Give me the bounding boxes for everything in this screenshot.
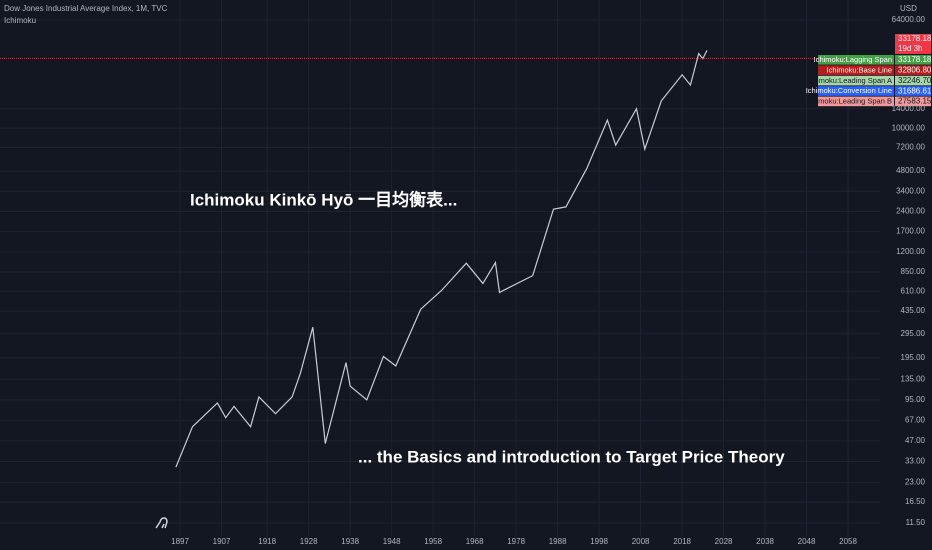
x-tick-label: 1918 [258,537,276,546]
y-tick-label: 2400.00 [896,207,925,216]
plot [0,50,880,468]
tag-value-box [895,96,931,107]
tag-name-box [818,55,894,65]
y-tick-label: 610.00 [901,287,926,296]
tag-value: 32806.80 [898,66,932,75]
y-tick-label: 95.00 [905,395,926,404]
tag-name: Ichimoku:Leading Span A [807,76,892,85]
y-tick-label: 47.00 [905,436,926,445]
y-tick-label: 7200.00 [896,143,925,152]
tag-name: Ichimoku:Leading Span B [807,97,892,106]
x-tick-label: 1968 [466,537,484,546]
tag-name-box [818,75,894,86]
x-tick-label: 2008 [632,537,650,546]
x-tick-label: 2018 [673,537,691,546]
y-tick-label: 64000.00 [892,15,926,24]
y-tick-label: 295.00 [901,329,926,338]
tag-value-box [895,75,931,86]
y-tick-label: 14000.00 [892,104,926,113]
y-tick-label: 11.50 [906,518,926,527]
y-tick-label: 10000.00 [892,123,926,132]
tag-name-box [818,86,894,96]
tag-name-box [818,96,894,107]
tag-name: Ichimoku:Lagging Span [814,55,892,64]
tag-value-box [895,65,931,75]
x-tick-label: 2058 [839,537,857,546]
y-tick-label: 435.00 [901,306,926,315]
grid [0,0,880,537]
x-tick-label: 1928 [300,537,318,546]
y-tick-label: 33.00 [905,457,926,466]
tag-value: 33178.18 [898,55,932,64]
chart-title: Dow Jones Industrial Average Index, 1M, … [4,4,168,13]
price-line [175,50,708,468]
axes: 64000.00 14000.00 10000.00 7200.00 4800.00 34… [171,15,932,546]
x-tick-label: 1958 [424,537,442,546]
y-tick-label: 4800.00 [896,166,925,175]
logo[interactable] [155,517,168,529]
y-tick-label: 16.50 [905,497,926,506]
last-price-label: 33178.18 [898,34,932,43]
x-tick-label: 1978 [507,537,525,546]
countdown: 19d 3h [898,44,922,53]
x-tick-label: 1988 [549,537,567,546]
last-price-tag [895,34,931,54]
tag-value: 27583.15 [898,97,932,106]
currency: USD [900,4,917,13]
y-tick-label: 850.00 [901,267,926,276]
tag-value: 31686.61 [898,86,932,95]
y-tick-label: 67.00 [905,415,926,424]
y-tick-label: 1700.00 [896,227,925,236]
tag-value-box [895,86,931,96]
x-tick-label: 1907 [213,537,231,546]
tag-name: Ichimoku:Base Line [827,65,892,74]
x-tick-label: 2048 [798,537,816,546]
x-tick-label: 2028 [715,537,733,546]
y-tick-label: 1200.00 [896,247,925,256]
x-tick-label: 1897 [171,537,189,546]
x-tick-label: 1938 [341,537,359,546]
tag-name: Ichimoku:Conversion Line [806,86,892,95]
annotation: Ichimoku Kinkō Hyō 一目均衡表... [190,189,457,209]
indicator-name: Ichimoku [4,16,36,25]
y-tick-label: 135.00 [901,374,926,383]
y-tick-label: 195.00 [901,353,926,362]
y-tick-label: 23.00 [905,478,926,487]
tag-value-box [895,55,931,65]
x-tick-label: 2038 [756,537,774,546]
x-tick-label: 1948 [383,537,401,546]
y-tick-label: 3400.00 [896,186,925,195]
annotation: ... the Basics and introduction to Targe… [358,447,785,466]
x-tick-label: 1998 [590,537,608,546]
logo-icon[interactable] [155,517,168,529]
tag-name-box [818,65,894,75]
tag-value: 32246.70 [898,76,932,85]
